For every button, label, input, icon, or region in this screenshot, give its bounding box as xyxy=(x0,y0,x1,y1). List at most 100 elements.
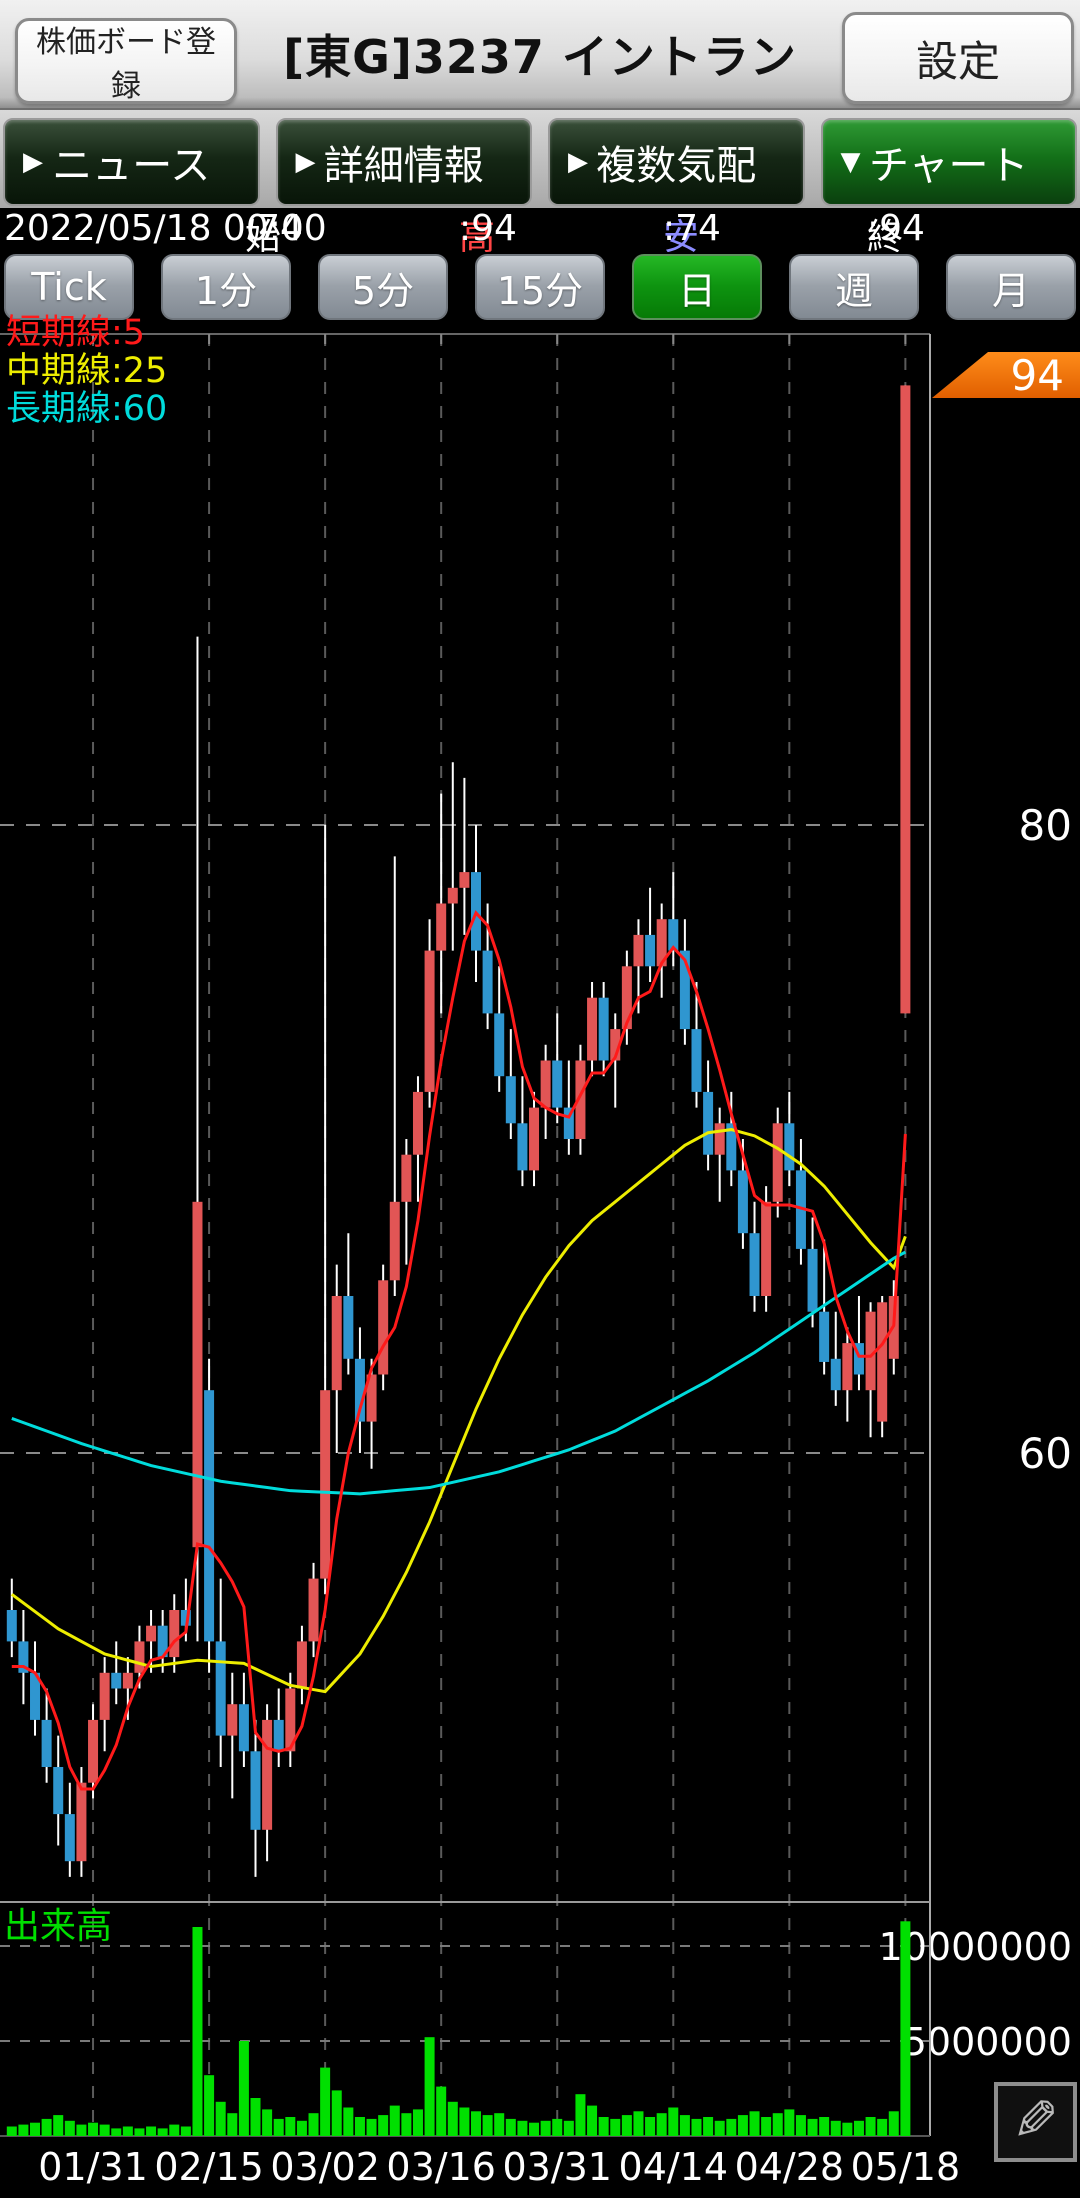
legend-item: 中期線:25 xyxy=(6,351,167,391)
volume-bar xyxy=(761,2117,772,2136)
candle xyxy=(482,950,493,1014)
candle xyxy=(6,1610,17,1642)
candle xyxy=(900,385,911,1014)
volume-bar xyxy=(436,2086,447,2136)
volume-bar xyxy=(192,1927,203,2136)
volume-bar xyxy=(505,2118,516,2136)
volume-bar xyxy=(6,2126,17,2136)
candle xyxy=(575,1060,586,1139)
volume-axis-label: 10000000 xyxy=(879,1925,1072,1969)
volume-bar xyxy=(494,2113,505,2136)
volume-bar xyxy=(471,2111,481,2136)
timeframe-週[interactable]: 週 xyxy=(789,254,919,320)
volume-bar xyxy=(366,2118,377,2136)
candle xyxy=(807,1248,818,1312)
candle xyxy=(215,1641,226,1736)
timeframe-tick[interactable]: Tick xyxy=(4,254,134,320)
tab-news[interactable]: ▶ ニュース xyxy=(3,118,260,206)
tab-label: ニュース xyxy=(52,143,211,189)
volume-bar xyxy=(842,2122,853,2136)
candle xyxy=(204,1390,215,1642)
candle xyxy=(262,1719,273,1830)
volume-bar xyxy=(877,2118,888,2136)
volume-bar xyxy=(250,2098,261,2136)
candle xyxy=(795,1170,806,1249)
candle xyxy=(540,1060,551,1108)
tab-label: チャート xyxy=(868,143,1029,189)
volume-bar xyxy=(656,2113,667,2136)
volume-bar xyxy=(215,2101,226,2136)
stock-board-register-button[interactable]: 株価ボード登録 xyxy=(15,18,237,104)
candle xyxy=(111,1672,122,1689)
timeframe-5分[interactable]: 5分 xyxy=(318,254,448,320)
timeframe-1分[interactable]: 1分 xyxy=(161,254,291,320)
candle xyxy=(819,1311,830,1362)
volume-bar xyxy=(575,2094,586,2136)
volume-bar xyxy=(668,2107,679,2136)
volume-bar xyxy=(865,2117,876,2136)
candle xyxy=(88,1719,99,1783)
candle xyxy=(250,1751,261,1830)
volume-bar xyxy=(900,1921,911,2136)
triangle-right-icon: ▶ xyxy=(568,147,588,177)
candle xyxy=(331,1296,342,1391)
last-price-tag xyxy=(932,352,1080,398)
candle xyxy=(41,1719,52,1767)
volume-bar xyxy=(401,2113,412,2136)
volume-bar xyxy=(819,2117,830,2136)
x-axis-label: 02/15 xyxy=(154,2145,264,2189)
candle xyxy=(656,919,667,967)
volume-axis-label: 5000000 xyxy=(903,2020,1072,2064)
volume-bar xyxy=(529,2122,540,2136)
settings-button[interactable]: 設定 xyxy=(842,12,1074,104)
candle xyxy=(610,1029,621,1061)
price-axis-label: 60 xyxy=(1019,1429,1072,1478)
candle xyxy=(505,1076,516,1124)
timeframe-月[interactable]: 月 xyxy=(946,254,1076,320)
legend-item: 短期線:5 xyxy=(6,313,145,353)
tab-label: 複数気配 xyxy=(596,143,757,189)
volume-bar xyxy=(64,2120,75,2136)
x-axis-label: 01/31 xyxy=(38,2145,148,2189)
volume-bar xyxy=(714,2120,725,2136)
candle xyxy=(320,1390,331,1579)
volume-bar xyxy=(180,2126,191,2136)
timeframe-日[interactable]: 日 xyxy=(632,254,762,320)
draw-tool-button[interactable]: ✎ xyxy=(994,2082,1077,2162)
candle xyxy=(633,934,644,967)
candle xyxy=(146,1625,157,1642)
x-axis-label: 04/14 xyxy=(619,2145,729,2189)
volume-bar xyxy=(621,2115,632,2136)
volume-bar xyxy=(53,2115,64,2136)
volume-bar xyxy=(598,2117,609,2136)
volume-bar xyxy=(610,2118,621,2136)
candle xyxy=(865,1311,876,1391)
price-axis-label: 80 xyxy=(1019,801,1072,850)
candle xyxy=(273,1719,284,1752)
candle xyxy=(714,1123,725,1155)
volume-bar xyxy=(227,2113,238,2136)
volume-bar xyxy=(737,2115,748,2136)
volume-bar xyxy=(99,2124,110,2136)
timeframe-bar: Tick 1分 5分 15分日週月 xyxy=(0,252,1080,332)
volume-bar xyxy=(888,2111,899,2136)
volume-bar xyxy=(320,2067,331,2136)
volume-bar xyxy=(853,2120,864,2136)
x-axis-label: 03/31 xyxy=(502,2145,612,2189)
candle xyxy=(749,1233,760,1296)
tab-quotes[interactable]: ▶ 複数気配 xyxy=(548,118,805,206)
candle xyxy=(784,1123,795,1171)
volume-bar xyxy=(424,2037,435,2136)
volume-bar xyxy=(691,2118,702,2136)
candle xyxy=(30,1672,41,1720)
candle xyxy=(645,934,656,967)
tab-details[interactable]: ▶ 詳細情報 xyxy=(275,118,532,206)
candle xyxy=(296,1641,307,1689)
volume-bar xyxy=(772,2113,783,2136)
candle xyxy=(459,872,470,888)
triangle-right-icon: ▶ xyxy=(295,147,316,177)
timeframe-15分[interactable]: 15分 xyxy=(475,254,605,320)
candle xyxy=(772,1123,783,1202)
tab-chart[interactable]: ▼ チャート xyxy=(820,118,1077,206)
